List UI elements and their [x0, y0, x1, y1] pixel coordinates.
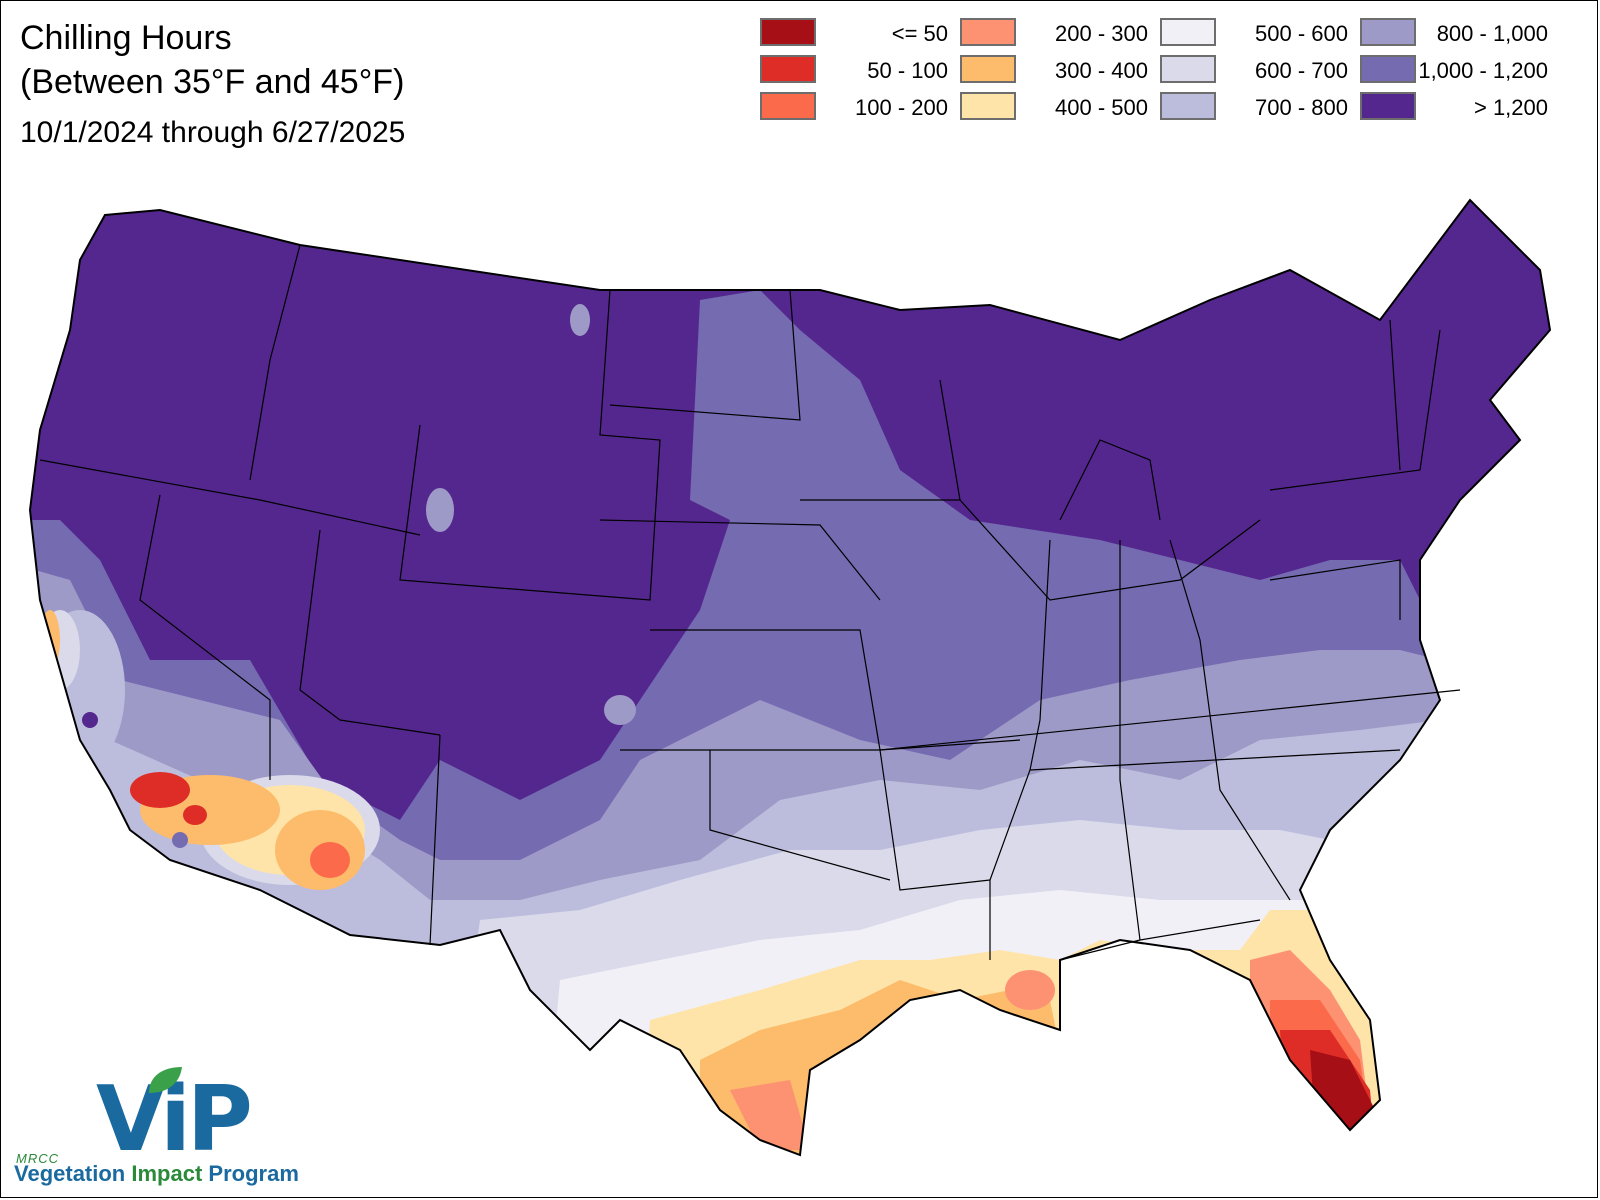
legend-swatch	[960, 55, 1016, 83]
legend-label: 600 - 700	[1255, 58, 1348, 83]
legend-label: 50 - 100	[867, 58, 948, 83]
legend-swatch	[1360, 18, 1416, 46]
legend-label: 300 - 400	[1055, 58, 1148, 83]
map-title: Chilling Hours (Between 35°F and 45°F)	[20, 16, 404, 104]
legend-swatch	[1160, 18, 1216, 46]
legend-label: > 1,200	[1473, 95, 1548, 120]
chilling-hours-fill	[30, 200, 1550, 1155]
logo-org: MRCC	[16, 1151, 59, 1166]
us-map	[29, 199, 1551, 1156]
legend-label: <= 50	[891, 21, 948, 46]
vip-logo: MRCC ViP Vegetation Impact Program	[14, 1065, 334, 1190]
logo-sub-1: Vegetation	[14, 1161, 126, 1186]
logo-subtitle: Vegetation Impact Program	[14, 1161, 299, 1187]
date-range: 10/1/2024 through 6/27/2025	[20, 116, 406, 149]
logo-sub-2: Impact	[131, 1161, 203, 1186]
logo-name: ViP	[96, 1067, 253, 1172]
legend-swatch	[1360, 92, 1416, 120]
legend-label: 200 - 300	[1055, 21, 1148, 46]
legend-swatch	[1160, 55, 1216, 83]
logo-sub-3: Program	[208, 1161, 299, 1186]
title-line-2: (Between 35°F and 45°F)	[20, 63, 405, 101]
legend-label: 800 - 1,000	[1436, 21, 1548, 46]
legend-label: 100 - 200	[855, 95, 948, 120]
legend-label: 1,000 - 1,200	[1418, 58, 1548, 83]
leaf-icon	[149, 1067, 182, 1093]
legend-swatch	[960, 92, 1016, 120]
legend-swatch	[1160, 92, 1216, 120]
legend-swatch	[760, 92, 816, 120]
legend-swatch	[960, 18, 1016, 46]
legend: <= 50 50 - 100 100 - 200 200 - 300 300 - 400…	[760, 18, 1580, 128]
legend-label: 400 - 500	[1055, 95, 1148, 120]
legend-swatch	[760, 55, 816, 83]
legend-label: 500 - 600	[1255, 21, 1348, 46]
state-boundaries	[39, 244, 1461, 961]
legend-swatch	[760, 18, 816, 46]
title-line-1: Chilling Hours	[20, 19, 232, 57]
legend-label: 700 - 800	[1255, 95, 1348, 120]
legend-swatch	[1360, 55, 1416, 83]
